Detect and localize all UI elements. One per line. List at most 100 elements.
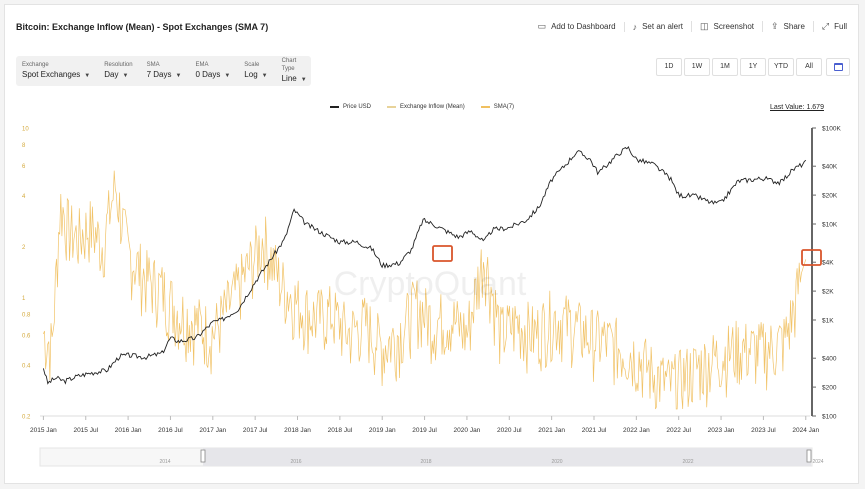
left-axis: 10 8 6 4 2 1 0.8 0.6 0.4 0.2 bbox=[22, 127, 31, 421]
x-tick-label: 2019 Jul bbox=[412, 427, 437, 434]
navigator-selection bbox=[203, 448, 811, 466]
sma-select[interactable]: SMA 7 Days ▼ bbox=[146, 61, 182, 79]
series-line-price bbox=[42, 145, 807, 385]
navigator-label: 2022 bbox=[682, 459, 693, 465]
left-tick-label: 4 bbox=[22, 194, 26, 200]
highlight-box-2024 bbox=[801, 249, 822, 266]
series-line-sma bbox=[43, 170, 807, 410]
set-alert-button[interactable]: ♪ Set an alert bbox=[623, 21, 691, 32]
fullscreen-icon: ⤢ bbox=[821, 21, 830, 31]
legend-item-inflow[interactable]: Exchange Inflow (Mean) bbox=[387, 104, 465, 110]
navigator-label: 2016 bbox=[290, 459, 301, 465]
range-ytd-button[interactable]: YTD bbox=[768, 58, 794, 76]
x-tick-label: 2018 Jul bbox=[328, 427, 353, 434]
left-tick-label: 0.8 bbox=[22, 312, 31, 318]
chart-series bbox=[42, 145, 807, 410]
calendar-icon bbox=[833, 63, 843, 71]
left-tick-label: 0.2 bbox=[22, 415, 31, 421]
x-tick-label: 2017 Jan bbox=[199, 427, 226, 434]
x-tick-label: 2020 Jul bbox=[497, 427, 522, 434]
x-tick-label: 2015 Jan bbox=[30, 427, 57, 434]
x-tick-label: 2016 Jul bbox=[158, 427, 183, 434]
scale-select[interactable]: Scale Log ▼ bbox=[244, 61, 268, 79]
legend-item-sma[interactable]: SMA(7) bbox=[480, 104, 514, 110]
legend-swatch bbox=[330, 106, 339, 108]
navigator-handle-left bbox=[200, 449, 206, 463]
right-tick-label: $40K bbox=[822, 164, 838, 171]
screenshot-button[interactable]: ◫ Screenshot bbox=[691, 21, 762, 32]
left-tick-label: 1 bbox=[22, 296, 26, 302]
x-tick-label: 2021 Jul bbox=[582, 427, 607, 434]
navigator-label: 2020 bbox=[551, 459, 562, 465]
exchange-select[interactable]: Exchange Spot Exchanges ▼ bbox=[22, 61, 91, 79]
navigator-label: 2014 bbox=[159, 459, 170, 465]
caret-down-icon: ▼ bbox=[84, 72, 91, 79]
chart-type-select[interactable]: Chart Type Line ▼ bbox=[281, 57, 307, 83]
x-tick-label: 2022 Jan bbox=[623, 427, 650, 434]
legend-swatch bbox=[480, 106, 490, 108]
left-tick-label: 8 bbox=[22, 143, 26, 149]
caret-down-icon: ▼ bbox=[261, 72, 268, 79]
legend-swatch bbox=[387, 106, 397, 108]
share-icon: ⇪ bbox=[771, 21, 779, 31]
x-tick-label: 2017 Jul bbox=[243, 427, 268, 434]
x-tick-label: 2022 Jul bbox=[666, 427, 691, 434]
caret-down-icon: ▼ bbox=[224, 72, 231, 79]
range-all-button[interactable]: All bbox=[796, 58, 822, 76]
highlight-box-2019 bbox=[432, 245, 453, 262]
right-tick-label: $100K bbox=[822, 126, 841, 133]
add-to-dashboard-button[interactable]: ▭ Add to Dashboard bbox=[537, 21, 616, 31]
left-tick-label: 0.4 bbox=[22, 363, 31, 369]
right-tick-label: $2K bbox=[822, 289, 834, 296]
left-tick-label: 2 bbox=[22, 245, 26, 251]
x-tick-label: 2023 Jul bbox=[751, 427, 776, 434]
range-1w-button[interactable]: 1W bbox=[684, 58, 710, 76]
caret-down-icon: ▼ bbox=[122, 72, 129, 79]
right-axis: $100K $40K $20K $10K $4K $2K $1K $400 $200 $100 bbox=[811, 126, 841, 421]
calendar-button[interactable] bbox=[826, 58, 850, 76]
right-tick-label: $20K bbox=[822, 193, 838, 200]
fullscreen-button[interactable]: ⤢ Full bbox=[812, 21, 855, 32]
navigator-handle-right bbox=[806, 449, 812, 463]
left-tick-label: 10 bbox=[22, 127, 29, 133]
share-button[interactable]: ⇪ Share bbox=[762, 21, 813, 32]
range-1d-button[interactable]: 1D bbox=[656, 58, 682, 76]
navigator: 2014 2016 2018 2020 2022 2024 bbox=[39, 447, 824, 467]
x-tick-label: 2021 Jan bbox=[538, 427, 565, 434]
caret-down-icon: ▼ bbox=[175, 72, 182, 79]
legend-item-price[interactable]: Price USD bbox=[330, 104, 371, 110]
chart-controls: Exchange Spot Exchanges ▼ Resolution Day ▼… bbox=[16, 56, 311, 86]
right-tick-label: $400 bbox=[822, 356, 837, 363]
x-tick-label: 2016 Jan bbox=[115, 427, 142, 434]
right-tick-label: $100 bbox=[822, 414, 837, 421]
watermark: CryptoQuant bbox=[334, 265, 527, 303]
resolution-select[interactable]: Resolution Day ▼ bbox=[104, 61, 133, 79]
x-tick-label: 2020 Jan bbox=[454, 427, 481, 434]
navigator-label: 2018 bbox=[420, 459, 431, 465]
x-axis: 2015 Jan 2015 Jul 2016 Jan 2016 Jul 2017 Jan… bbox=[30, 416, 820, 434]
caret-down-icon: ▼ bbox=[300, 76, 307, 83]
x-tick-label: 2019 Jan bbox=[369, 427, 396, 434]
left-tick-label: 0.6 bbox=[22, 334, 31, 340]
ema-select[interactable]: EMA 0 Days ▼ bbox=[195, 61, 231, 79]
chart-title: Bitcoin: Exchange Inflow (Mean) - Spot E… bbox=[16, 22, 269, 32]
range-1y-button[interactable]: 1Y bbox=[740, 58, 766, 76]
x-tick-label: 2023 Jan bbox=[708, 427, 735, 434]
x-tick-label: 2018 Jan bbox=[284, 427, 311, 434]
x-tick-label: 2024 Jan bbox=[792, 427, 819, 434]
last-value-label: Last Value: 1.679 bbox=[770, 104, 824, 111]
range-1m-button[interactable]: 1M bbox=[712, 58, 738, 76]
x-tick-label: 2015 Jul bbox=[73, 427, 98, 434]
highlights bbox=[432, 245, 822, 266]
range-selector: 1D 1W 1M 1Y YTD All bbox=[654, 58, 850, 76]
left-tick-label: 6 bbox=[22, 164, 26, 170]
bell-icon: ♪ bbox=[632, 21, 638, 32]
chart-legend: Price USD Exchange Inflow (Mean) SMA(7) bbox=[330, 104, 530, 110]
camera-icon: ◫ bbox=[700, 21, 709, 31]
navigator-label: 2024 bbox=[812, 459, 823, 465]
right-tick-label: $10K bbox=[822, 222, 838, 229]
watermark-logo: CryptoQuant bbox=[334, 265, 527, 303]
right-tick-label: $1K bbox=[822, 318, 834, 325]
right-tick-label: $4K bbox=[822, 260, 834, 267]
